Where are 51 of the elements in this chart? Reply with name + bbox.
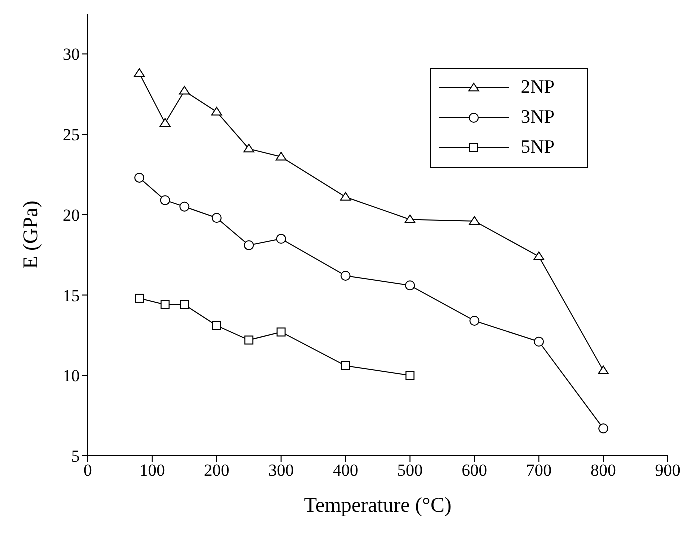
point xyxy=(341,361,350,370)
point xyxy=(534,252,545,260)
y-axis-title: E (GPa) xyxy=(18,200,42,270)
point xyxy=(160,195,170,206)
legend-label: 3NP xyxy=(521,107,555,129)
y-tick-label: 20 xyxy=(63,206,80,225)
point xyxy=(244,144,255,153)
x-tick-label: 0 xyxy=(84,461,92,480)
point xyxy=(276,234,286,244)
point xyxy=(469,216,480,225)
point xyxy=(212,213,222,224)
x-tick-label: 500 xyxy=(397,461,423,480)
x-tick-label: 800 xyxy=(590,461,616,480)
point xyxy=(598,424,609,434)
y-tick-label: 15 xyxy=(63,286,80,306)
point xyxy=(212,321,222,330)
y-tick-label: 25 xyxy=(63,126,80,145)
x-tick-label: 700 xyxy=(526,461,552,480)
legend-label: 2NP xyxy=(521,77,555,99)
point xyxy=(534,336,544,347)
y-tick-label: 10 xyxy=(63,366,80,386)
point xyxy=(340,270,351,281)
x-tick-label: 400 xyxy=(333,461,359,480)
point xyxy=(211,107,222,116)
point xyxy=(598,366,610,374)
point xyxy=(160,118,171,127)
x-tick-label: 900 xyxy=(655,461,681,480)
point xyxy=(405,280,416,291)
y-tick-label: 5 xyxy=(72,447,80,466)
point xyxy=(340,192,352,201)
point xyxy=(406,371,415,380)
point xyxy=(244,240,254,250)
point xyxy=(134,68,146,78)
x-tick-label: 300 xyxy=(268,461,294,480)
x-axis-title: Temperature (°C) xyxy=(304,493,452,517)
point xyxy=(160,300,170,310)
point xyxy=(180,202,190,212)
point xyxy=(276,152,287,161)
x-tick-label: 200 xyxy=(204,461,230,480)
x-tick-label: 600 xyxy=(462,461,488,480)
point xyxy=(135,294,144,303)
y-tick-label: 30 xyxy=(63,45,80,64)
legend-label: 5NP xyxy=(521,137,555,159)
point xyxy=(134,172,145,183)
x-tick-label: 100 xyxy=(140,461,166,480)
point xyxy=(244,336,254,345)
point xyxy=(179,86,190,95)
point xyxy=(404,214,416,224)
point xyxy=(470,316,480,326)
point xyxy=(276,328,286,337)
point xyxy=(180,300,190,310)
